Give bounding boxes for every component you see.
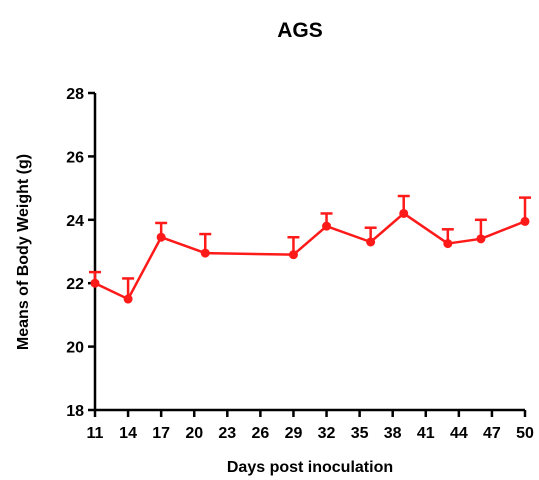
data-point-9 [476, 234, 486, 244]
axis-ticks: 18 20 22 24 26 28 11 14 17 20 23 26 29 32 35 38 41 44 47 50 [66, 86, 534, 442]
data-point-10 [520, 216, 530, 226]
y-tick-label-0: 18 [66, 403, 84, 420]
x-tick-label-13: 50 [516, 425, 534, 442]
data-point-0 [90, 278, 100, 288]
x-tick-label-7: 32 [318, 425, 336, 442]
x-axis-label: Days post inoculation [227, 459, 393, 476]
data-point-5 [322, 221, 332, 231]
x-tick-label-10: 41 [417, 425, 435, 442]
x-tick-label-9: 38 [384, 425, 402, 442]
x-tick-label-4: 23 [218, 425, 236, 442]
x-tick-label-2: 17 [152, 425, 170, 442]
x-tick-label-11: 44 [450, 425, 468, 442]
x-tick-label-6: 29 [285, 425, 303, 442]
y-tick-label-4: 26 [66, 149, 84, 166]
y-tick-label-2: 22 [66, 276, 84, 293]
x-tick-label-0: 11 [87, 425, 104, 442]
y-axis-label: Means of Body Weight (g) [15, 154, 32, 350]
x-tick-label-1: 14 [119, 425, 137, 442]
chart-title: AGS [277, 19, 323, 42]
data-point-7 [399, 208, 409, 218]
y-tick-label-5: 28 [66, 86, 84, 103]
x-tick-label-5: 26 [251, 425, 269, 442]
y-tick-label-1: 20 [66, 340, 84, 357]
x-tick-label-3: 20 [185, 425, 203, 442]
y-tick-label-3: 24 [66, 213, 84, 230]
data-point-8 [443, 239, 453, 249]
data-marks [89, 194, 531, 304]
data-point-3 [200, 248, 210, 258]
series-line-0 [94, 212, 526, 301]
x-tick-label-12: 47 [483, 425, 501, 442]
data-point-2 [156, 232, 166, 242]
data-point-1 [123, 294, 133, 304]
data-point-4 [288, 250, 298, 260]
x-tick-label-8: 35 [351, 425, 369, 442]
data-point-6 [366, 237, 376, 247]
